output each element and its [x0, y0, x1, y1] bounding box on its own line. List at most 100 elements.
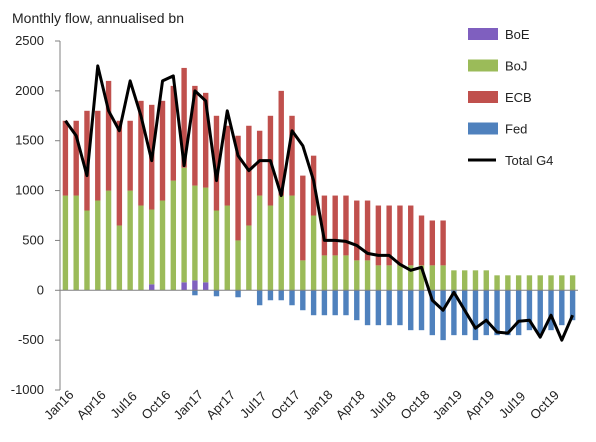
bar-boj-dec18 — [440, 265, 446, 291]
bar-fed-aug19 — [526, 290, 533, 331]
bar-fed-sep19 — [537, 290, 543, 336]
bar-ecb-dec16 — [181, 67, 187, 168]
legend-label-fed: Fed — [505, 122, 527, 137]
legend-label-ecb: ECB — [505, 90, 532, 105]
bar-boj-mar16 — [84, 210, 90, 291]
bar-boj-dec19 — [569, 275, 576, 291]
bar-fed-jul17 — [256, 290, 263, 306]
bar-boe-sep16 — [149, 284, 155, 291]
legend-swatch-boe — [468, 28, 498, 40]
bar-boj-may18 — [364, 260, 371, 291]
x-tick-label: Apr18 — [333, 387, 368, 422]
legend-swatch-boj — [468, 59, 498, 72]
bar-ecb-nov17 — [300, 175, 306, 261]
bar-boj-jul16 — [127, 190, 133, 291]
bar-ecb-jul16 — [127, 120, 133, 191]
legend-swatch-ecb — [468, 91, 498, 103]
x-tick-label: Jul17 — [237, 389, 270, 422]
bar-fed-jul19 — [515, 290, 522, 336]
bar-fed-oct17 — [289, 290, 295, 306]
bar-ecb-jun16 — [116, 120, 123, 226]
bar-fed-mar17 — [213, 290, 220, 297]
bar-ecb-aug18 — [397, 205, 403, 266]
bar-boj-jun16 — [116, 225, 123, 291]
bar-ecb-mar18 — [343, 195, 349, 256]
bar-fed-aug17 — [267, 290, 274, 301]
bar-fed-jan19 — [451, 290, 457, 336]
bar-fed-feb18 — [332, 290, 338, 316]
bar-boj-jun17 — [246, 225, 252, 291]
bar-boj-jul17 — [256, 195, 263, 291]
bar-boj-nov16 — [170, 180, 177, 291]
chart-title: Monthly flow, annualised bn — [12, 10, 184, 26]
bar-boj-nov19 — [559, 275, 565, 291]
bar-boj-sep19 — [537, 275, 543, 291]
bar-boj-jun18 — [375, 265, 382, 291]
bar-ecb-jun18 — [375, 205, 382, 266]
bar-boj-oct16 — [159, 200, 166, 291]
y-tick-label: 1500 — [15, 133, 44, 148]
bar-fed-nov17 — [300, 290, 306, 311]
axis-lines — [59, 41, 578, 390]
bar-boj-may16 — [105, 190, 112, 291]
bar-fed-jun19 — [505, 290, 511, 336]
legend-label-boe: BoE — [505, 27, 530, 42]
bar-ecb-jan18 — [321, 195, 328, 256]
bar-boj-oct19 — [548, 275, 554, 291]
x-tick-label: Jul18 — [366, 389, 399, 422]
bar-ecb-may18 — [364, 200, 371, 261]
bar-boj-aug19 — [526, 275, 533, 291]
bar-boj-feb18 — [332, 255, 338, 291]
bar-ecb-jan17 — [192, 85, 198, 186]
bar-fed-sep18 — [408, 290, 414, 331]
bar-boj-may17 — [235, 240, 241, 291]
bar-boj-aug17 — [267, 205, 274, 291]
x-tick-label: Apr19 — [462, 387, 497, 422]
bar-boe-jan17 — [192, 280, 198, 291]
bar-boj-apr17 — [224, 205, 230, 291]
bar-ecb-may16 — [105, 80, 112, 191]
bar-boj-dec17 — [310, 215, 317, 291]
bar-fed-oct19 — [548, 290, 554, 331]
bar-boj-apr18 — [354, 260, 360, 291]
x-tick-label: Apr17 — [203, 387, 238, 422]
bar-fed-apr19 — [483, 290, 489, 336]
bar-boj-jan16 — [62, 195, 69, 291]
y-tick-label: 1000 — [15, 183, 44, 198]
bar-fed-sep17 — [278, 290, 284, 301]
bar-fed-may18 — [364, 290, 371, 326]
bar-ecb-oct18 — [418, 215, 425, 266]
bar-ecb-sep18 — [408, 205, 414, 266]
bar-ecb-jul18 — [386, 205, 392, 266]
bar-boj-aug16 — [138, 205, 144, 291]
y-axis: -1000 -500 0 500 1000 1500 2000 2500 — [11, 33, 60, 397]
y-tick-label: 500 — [22, 232, 44, 247]
bar-ecb-oct16 — [159, 100, 166, 201]
x-tick-label: Oct19 — [527, 387, 562, 422]
bar-ecb-mar17 — [213, 115, 220, 211]
bar-ecb-feb17 — [202, 92, 209, 188]
bar-boj-jan17 — [192, 185, 198, 281]
bar-ecb-may17 — [235, 135, 241, 241]
bar-boj-oct17 — [289, 195, 295, 291]
bar-fed-dec17 — [310, 290, 317, 316]
bar-ecb-jul17 — [256, 130, 263, 196]
bar-boj-jul18 — [386, 265, 392, 291]
bar-fed-apr18 — [354, 290, 360, 321]
bar-fed-jul18 — [386, 290, 392, 326]
x-tick-label: Oct16 — [138, 387, 173, 422]
bar-fed-dec18 — [440, 290, 446, 341]
x-tick-label: Jul19 — [496, 389, 529, 422]
x-tick-label: Jan18 — [300, 387, 336, 423]
bar-fed-oct18 — [418, 290, 425, 331]
bar-boj-jul19 — [515, 275, 522, 291]
bar-boj-sep16 — [149, 209, 155, 285]
total-line — [64, 64, 574, 342]
bar-ecb-apr17 — [224, 125, 230, 206]
legend-label-boj: BoJ — [505, 59, 527, 74]
bar-boe-feb17 — [202, 282, 209, 291]
bar-ecb-feb18 — [332, 195, 338, 256]
bar-fed-jun18 — [375, 290, 382, 326]
